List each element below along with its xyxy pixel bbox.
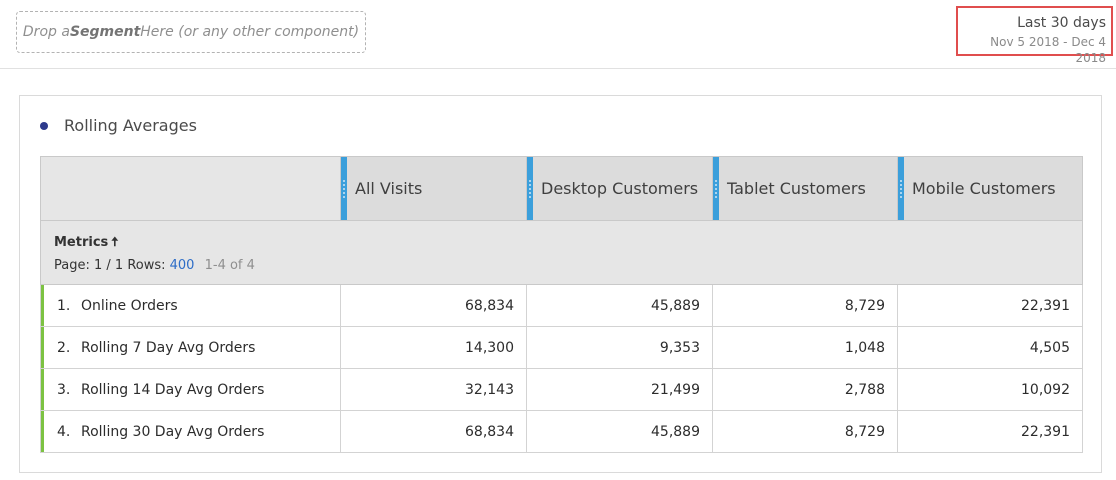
- top-divider: [0, 68, 1116, 69]
- row-number: 2.: [57, 339, 71, 356]
- cell-value[interactable]: 45,889: [526, 410, 713, 453]
- table-row[interactable]: 2. Rolling 7 Day Avg Orders 14,300 9,353 …: [40, 326, 1083, 369]
- date-range-label: Last 30 days: [1017, 15, 1106, 31]
- row-number: 3.: [57, 381, 71, 398]
- pagination: Page: 1 / 1 Rows: 400 1-4 of 4: [54, 258, 1069, 273]
- page-label: Page: 1 / 1: [54, 257, 124, 273]
- cell-value[interactable]: 22,391: [897, 410, 1083, 453]
- cell-value[interactable]: 32,143: [340, 368, 527, 411]
- row-number: 1.: [57, 297, 71, 314]
- metrics-header-label: Metrics: [54, 234, 109, 250]
- metrics-header-row: Metrics 🠅 Page: 1 / 1 Rows: 400 1-4 of 4: [40, 220, 1083, 285]
- table-row[interactable]: 3. Rolling 14 Day Avg Orders 32,143 21,49…: [40, 368, 1083, 411]
- cell-value[interactable]: 8,729: [712, 410, 898, 453]
- cell-value[interactable]: 45,889: [526, 284, 713, 327]
- drop-zone-segment: Segment: [69, 24, 141, 40]
- cell-value[interactable]: 4,505: [897, 326, 1083, 369]
- cell-value[interactable]: 22,391: [897, 284, 1083, 327]
- segment-drop-zone[interactable]: Drop a Segment Here (or any other compon…: [16, 11, 366, 53]
- metrics-sort-header[interactable]: Metrics 🠅: [54, 233, 1069, 255]
- row-color-bar: [41, 369, 44, 410]
- column-header-label: Tablet Customers: [727, 179, 866, 198]
- cell-value[interactable]: 21,499: [526, 368, 713, 411]
- column-header-mobile-customers[interactable]: Mobile Customers: [897, 156, 1083, 221]
- column-header-label: Mobile Customers: [912, 179, 1056, 198]
- row-color-bar: [41, 285, 44, 326]
- date-range-selector[interactable]: Last 30 days Nov 5 2018 - Dec 4 2018: [956, 6, 1113, 65]
- row-label: Rolling 14 Day Avg Orders: [81, 381, 265, 398]
- cell-value[interactable]: 2,788: [712, 368, 898, 411]
- row-color-bar: [41, 327, 44, 368]
- panel-title: Rolling Averages: [64, 116, 197, 135]
- row-label-cell[interactable]: 1. Online Orders: [40, 284, 341, 327]
- freeform-table: All Visits Desktop Customers Tablet Cust…: [40, 156, 1083, 453]
- panel-header[interactable]: Rolling Averages: [40, 116, 197, 135]
- drop-zone-suffix: Here (or any other component): [140, 24, 360, 40]
- row-label-cell[interactable]: 2. Rolling 7 Day Avg Orders: [40, 326, 341, 369]
- cell-value[interactable]: 9,353: [526, 326, 713, 369]
- row-label: Online Orders: [81, 297, 178, 314]
- date-range-value: Nov 5 2018 - Dec 4 2018: [990, 35, 1106, 65]
- column-header-desktop-customers[interactable]: Desktop Customers: [526, 156, 713, 221]
- cell-value[interactable]: 68,834: [340, 284, 527, 327]
- cell-value[interactable]: 14,300: [340, 326, 527, 369]
- freeform-panel: Rolling Averages All Visits Desktop Cust…: [19, 95, 1102, 473]
- metrics-header-cell: Metrics 🠅 Page: 1 / 1 Rows: 400 1-4 of 4: [40, 220, 1083, 285]
- column-header-row: All Visits Desktop Customers Tablet Cust…: [40, 156, 1083, 221]
- row-label: Rolling 30 Day Avg Orders: [81, 423, 265, 440]
- column-header-label: All Visits: [355, 179, 423, 198]
- table-row[interactable]: 1. Online Orders 68,834 45,889 8,729 22,3…: [40, 284, 1083, 327]
- table-row[interactable]: 4. Rolling 30 Day Avg Orders 68,834 45,88…: [40, 410, 1083, 453]
- cell-value[interactable]: 1,048: [712, 326, 898, 369]
- drag-handle-icon[interactable]: [527, 157, 533, 220]
- drop-zone-prefix: Drop a: [22, 24, 70, 40]
- column-header-tablet-customers[interactable]: Tablet Customers: [712, 156, 898, 221]
- row-label: Rolling 7 Day Avg Orders: [81, 339, 256, 356]
- rows-per-page-link[interactable]: 400: [169, 257, 195, 273]
- row-color-bar: [41, 411, 44, 452]
- row-number: 4.: [57, 423, 71, 440]
- header-corner: [40, 156, 341, 221]
- sort-arrow-up-icon[interactable]: 🠅: [111, 234, 119, 250]
- panel-dot-icon: [40, 121, 48, 130]
- row-label-cell[interactable]: 3. Rolling 14 Day Avg Orders: [40, 368, 341, 411]
- column-header-all-visits[interactable]: All Visits: [340, 156, 527, 221]
- row-range-label: 1-4 of 4: [204, 257, 255, 273]
- drag-handle-icon[interactable]: [341, 157, 347, 220]
- column-header-label: Desktop Customers: [541, 179, 699, 198]
- cell-value[interactable]: 10,092: [897, 368, 1083, 411]
- row-label-cell[interactable]: 4. Rolling 30 Day Avg Orders: [40, 410, 341, 453]
- drag-handle-icon[interactable]: [898, 157, 904, 220]
- rows-label: Rows:: [127, 257, 166, 273]
- cell-value[interactable]: 8,729: [712, 284, 898, 327]
- drag-handle-icon[interactable]: [713, 157, 719, 220]
- cell-value[interactable]: 68,834: [340, 410, 527, 453]
